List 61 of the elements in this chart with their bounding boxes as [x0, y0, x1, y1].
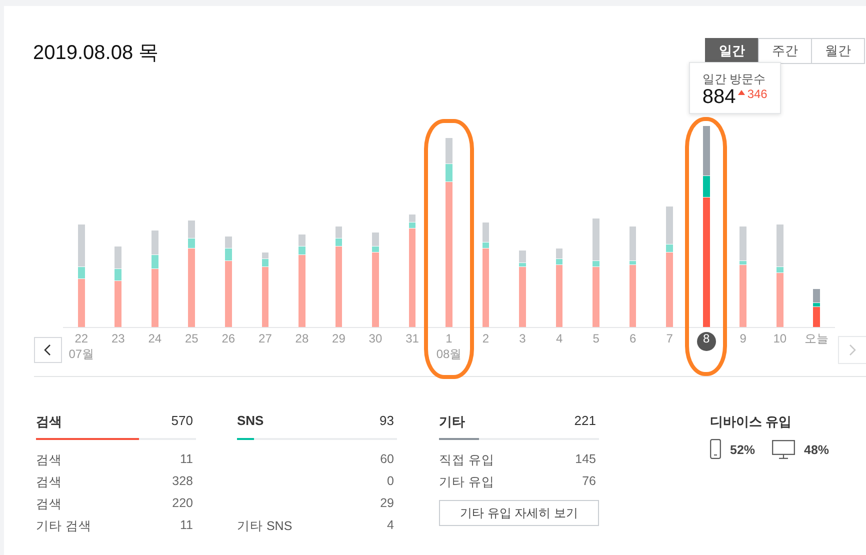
x-tick-label: 29 [332, 331, 346, 346]
category-label: 검색 [36, 452, 62, 469]
text: 기타 [439, 413, 465, 431]
bar [628, 226, 637, 261]
bar [812, 306, 821, 327]
data-label: 145 [575, 452, 596, 466]
x-tick-label: 28 [295, 331, 309, 346]
category-label: 검색 [36, 496, 62, 513]
bar [518, 266, 526, 327]
x-tick-label: 31 [406, 331, 420, 346]
x-tick-label: 5 [592, 331, 600, 346]
x-tick-label: 8 [702, 331, 710, 346]
x-tick-label: 6 [629, 331, 636, 346]
x-tick-label: 30 [368, 331, 382, 346]
x-tick-label: 25 [184, 331, 199, 346]
text: 93 [380, 413, 394, 428]
bar [739, 264, 748, 327]
x-tick-label: 오늘 [804, 331, 829, 346]
chart-title: 2019.08.08 목 [33, 42, 159, 64]
category-label: 기타 유입 [439, 474, 494, 491]
data-label: 29 [380, 496, 394, 510]
text: SNS [237, 413, 264, 428]
data-label: 4 [387, 518, 394, 532]
data-label: 220 [172, 496, 193, 510]
x-tick-label: 1 08월 [436, 331, 462, 361]
link-button: 기타 유입 자세히 보기 [439, 500, 599, 526]
tab-button: 일간 [705, 38, 759, 64]
data-label: 11 [180, 452, 193, 466]
data-label: 76 [582, 474, 596, 488]
bar [518, 250, 526, 263]
text: 검색 [36, 413, 62, 431]
x-tick-label: 10 [773, 331, 787, 346]
data-label: 328 [172, 474, 193, 488]
x-tick-label: 27 [258, 331, 272, 346]
bar [812, 288, 821, 304]
x-tick-label: 7 [666, 331, 674, 346]
category-label: 직접 유입 [439, 452, 494, 469]
x-tick-label: 23 [111, 331, 126, 346]
data-label: 11 [180, 518, 193, 532]
x-tick-label: 22 07월 [68, 331, 94, 361]
data-label: 60 [380, 452, 394, 466]
x-tick-label: 2 [482, 331, 490, 346]
text: 52% [730, 443, 756, 457]
text: 221 [574, 413, 596, 428]
x-tick-label: 26 [222, 331, 236, 346]
text: 48% [804, 443, 830, 457]
data-label: 0 [387, 474, 394, 488]
x-tick-label: 4 [556, 331, 563, 346]
category-label: 기타 SNS [237, 518, 292, 535]
tab-button: 주간 [758, 38, 812, 64]
category-label: 검색 [36, 474, 62, 491]
category-label: 기타 검색 [36, 518, 92, 535]
tooltip: 일간 방문수 884 346 [689, 62, 782, 114]
bar [628, 264, 637, 327]
x-tick-label: 24 [148, 331, 162, 346]
x-tick-label: 9 [740, 331, 747, 346]
bar [739, 226, 748, 261]
tab-button: 월간 [811, 38, 865, 64]
x-tick-label: 3 [519, 331, 526, 346]
text: 디바이스 유입 [710, 413, 792, 431]
text: 570 [171, 413, 193, 428]
